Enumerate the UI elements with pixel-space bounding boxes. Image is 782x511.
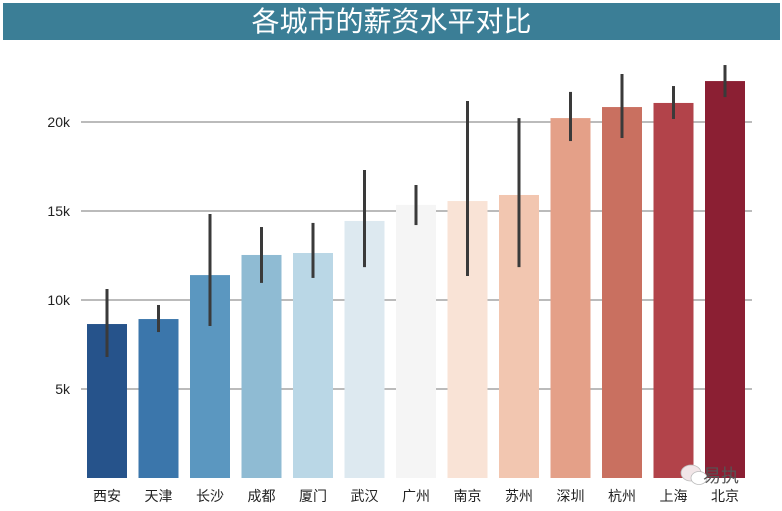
x-tick-label: 天津: [145, 489, 173, 505]
bar: [396, 204, 436, 478]
x-tick-label: 武汉: [351, 489, 379, 505]
x-tick-label: 深圳: [557, 489, 585, 505]
x-tick-label: 南京: [454, 489, 482, 505]
bar: [241, 254, 282, 478]
bar: [653, 102, 694, 478]
x-tick-label: 厦门: [299, 489, 327, 505]
x-tick-label: 上海: [660, 489, 688, 505]
x-tick-label: 广州: [402, 489, 430, 505]
bar: [138, 319, 179, 478]
y-tick-label: 5k: [55, 381, 71, 397]
bar: [293, 253, 333, 478]
x-tick-label: 西安: [93, 489, 121, 505]
x-tick-label: 苏州: [505, 489, 533, 505]
x-tick-label: 北京: [711, 489, 739, 505]
y-tick-label: 10k: [47, 292, 71, 308]
x-tick-label: 长沙: [196, 489, 224, 505]
wechat-icon: [680, 464, 708, 485]
bar: [550, 118, 591, 479]
y-tick-label: 20k: [47, 114, 71, 130]
bar: [602, 107, 642, 478]
watermark-text: 易执: [703, 466, 739, 487]
x-tick-label: 成都: [248, 489, 276, 505]
chart-title: 各城市的薪资水平对比: [3, 3, 780, 40]
y-tick-label: 15k: [47, 203, 71, 219]
x-tick-label: 杭州: [608, 489, 636, 505]
bar: [705, 81, 745, 478]
